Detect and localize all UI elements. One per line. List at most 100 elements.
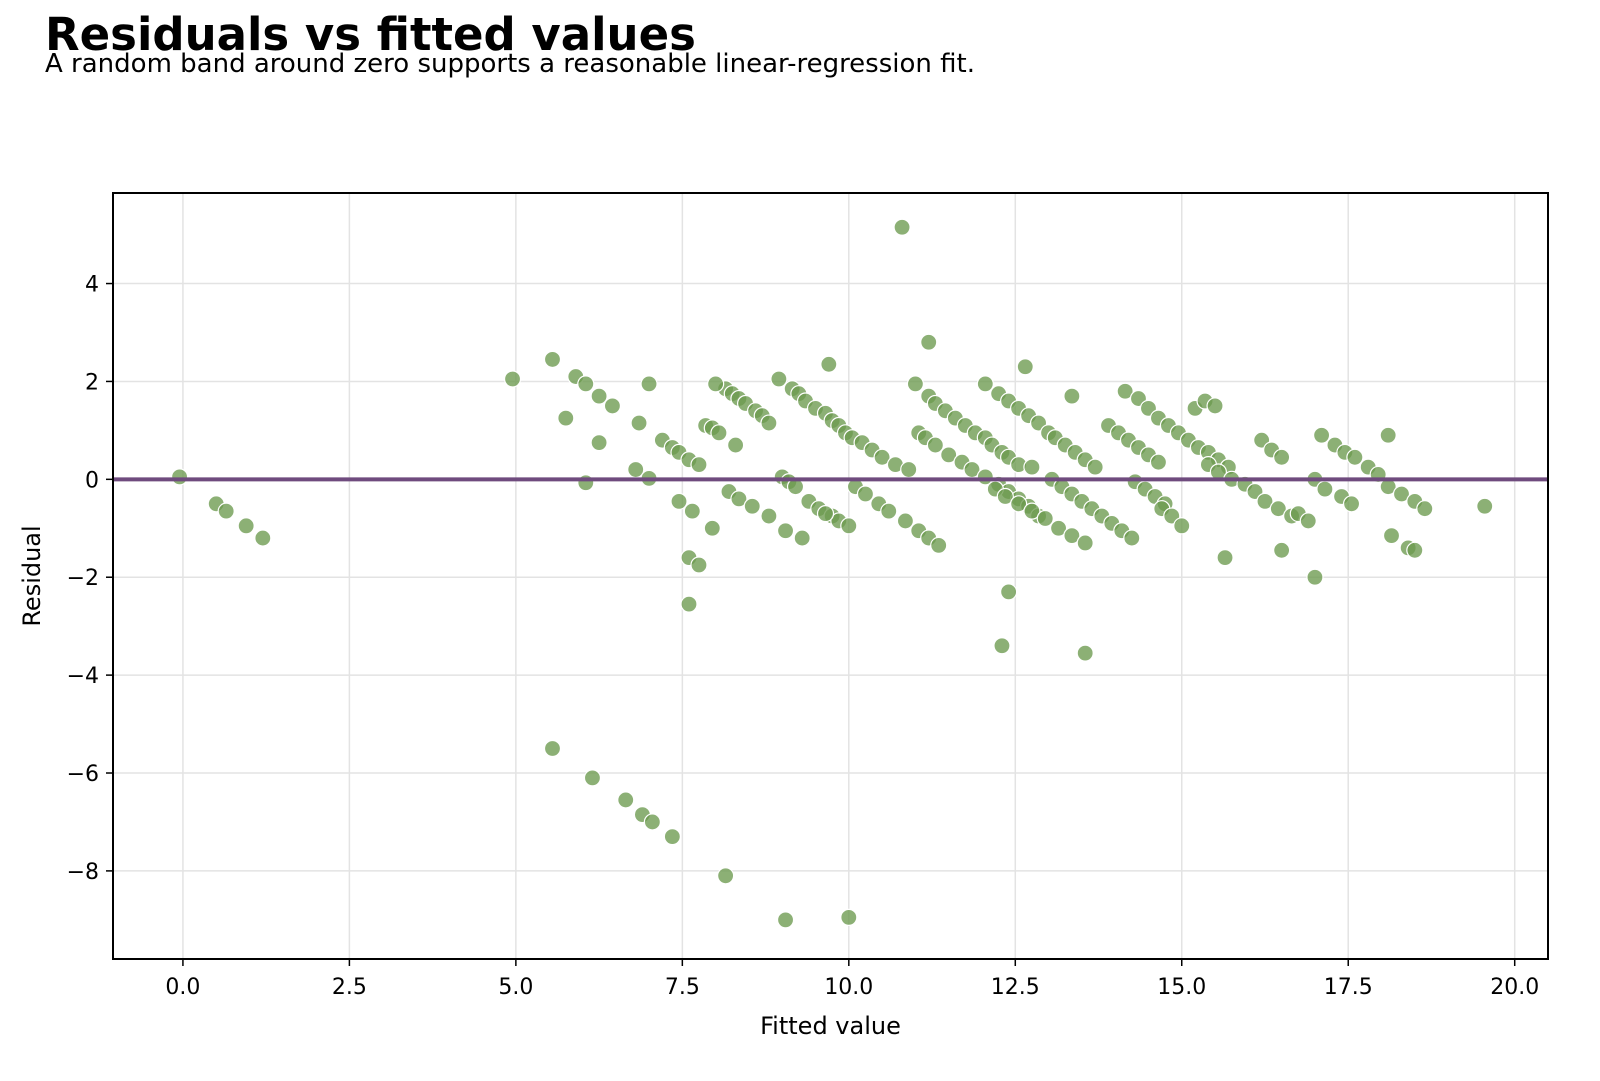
data-point bbox=[590, 434, 608, 452]
y-axis-label: Residual bbox=[18, 525, 46, 626]
data-point bbox=[603, 397, 622, 415]
data-point bbox=[543, 350, 562, 369]
data-point bbox=[1316, 480, 1334, 498]
data-point bbox=[1063, 527, 1081, 545]
data-point bbox=[727, 436, 745, 454]
chart-subtitle: A random band around zero supports a rea… bbox=[45, 49, 975, 79]
data-point bbox=[1036, 509, 1054, 528]
data-point bbox=[770, 370, 788, 388]
y-axis-ticks: −8 −6 −4 −2 0 2 4 bbox=[67, 273, 113, 885]
data-point bbox=[896, 512, 915, 530]
data-points bbox=[170, 218, 1494, 929]
data-point bbox=[873, 448, 891, 466]
data-point bbox=[1342, 495, 1361, 513]
data-point bbox=[1023, 458, 1041, 476]
data-point bbox=[840, 517, 858, 535]
y-tick-label: 0 bbox=[85, 468, 99, 493]
data-point bbox=[690, 456, 708, 474]
data-point bbox=[880, 502, 898, 520]
data-point bbox=[583, 769, 602, 787]
data-point bbox=[663, 828, 681, 846]
data-point bbox=[703, 519, 721, 537]
data-point bbox=[930, 536, 948, 555]
data-point bbox=[776, 522, 795, 540]
data-point bbox=[856, 485, 875, 503]
data-point bbox=[1392, 485, 1411, 503]
data-point bbox=[577, 474, 595, 492]
y-tick-label: 2 bbox=[85, 370, 99, 395]
data-point bbox=[717, 867, 735, 885]
data-point bbox=[1023, 502, 1041, 520]
data-point bbox=[590, 387, 608, 405]
data-point bbox=[1476, 497, 1494, 515]
data-point bbox=[1379, 426, 1397, 444]
x-axis-ticks: 0.0 2.5 5.0 7.5 10.0 12.5 15.0 17.5 20.0 bbox=[165, 959, 1539, 1000]
data-point bbox=[1312, 426, 1331, 444]
data-point bbox=[760, 507, 778, 525]
data-point bbox=[1000, 583, 1018, 601]
data-point bbox=[900, 460, 918, 479]
y-tick-label: −8 bbox=[67, 860, 99, 885]
data-point bbox=[926, 436, 944, 454]
data-point bbox=[940, 446, 958, 464]
data-point bbox=[1273, 541, 1291, 559]
data-point bbox=[237, 517, 255, 535]
data-point bbox=[1206, 397, 1224, 415]
grid-lines bbox=[113, 193, 1548, 959]
data-point bbox=[640, 375, 658, 393]
data-point bbox=[683, 502, 701, 520]
data-point bbox=[1273, 448, 1291, 466]
data-point bbox=[690, 556, 708, 574]
data-point bbox=[707, 375, 725, 393]
data-point bbox=[577, 375, 595, 393]
y-tick-label: −4 bbox=[67, 664, 99, 689]
data-point bbox=[254, 529, 272, 547]
data-point bbox=[1216, 549, 1234, 567]
data-point bbox=[760, 414, 778, 432]
data-point bbox=[617, 791, 635, 809]
data-point bbox=[730, 490, 748, 508]
data-point bbox=[1416, 500, 1434, 518]
data-point bbox=[1149, 453, 1168, 471]
data-point bbox=[170, 468, 189, 486]
y-tick-label: −6 bbox=[67, 762, 99, 787]
x-tick-label: 7.5 bbox=[665, 975, 700, 1000]
data-point bbox=[1299, 512, 1317, 530]
data-point bbox=[1010, 495, 1028, 513]
data-point bbox=[1063, 387, 1081, 405]
data-point bbox=[217, 502, 235, 520]
data-point bbox=[993, 637, 1011, 655]
x-tick-label: 5.0 bbox=[498, 975, 533, 1000]
data-point bbox=[816, 504, 835, 523]
data-point bbox=[643, 813, 661, 831]
data-point bbox=[1116, 382, 1134, 400]
x-tick-label: 0.0 bbox=[165, 975, 200, 1000]
data-point bbox=[1123, 529, 1141, 547]
data-point bbox=[710, 424, 728, 442]
data-point bbox=[840, 908, 858, 926]
data-point bbox=[1049, 519, 1068, 537]
plot-frame bbox=[112, 192, 1549, 960]
y-tick-label: −2 bbox=[67, 566, 99, 591]
data-point bbox=[1173, 517, 1191, 535]
data-point bbox=[793, 529, 811, 547]
data-point bbox=[893, 218, 911, 236]
data-point bbox=[996, 487, 1014, 506]
data-point bbox=[743, 497, 761, 515]
data-point bbox=[1346, 448, 1364, 466]
x-axis-label: Fitted value bbox=[760, 1012, 901, 1040]
data-point bbox=[1016, 358, 1034, 376]
data-point bbox=[503, 370, 522, 388]
x-tick-label: 12.5 bbox=[991, 975, 1040, 1000]
data-point bbox=[680, 595, 698, 613]
data-point bbox=[543, 739, 562, 758]
data-point bbox=[1382, 527, 1401, 545]
data-point bbox=[1086, 458, 1104, 476]
data-point bbox=[1256, 492, 1274, 510]
data-point bbox=[1076, 534, 1094, 552]
data-point bbox=[920, 333, 938, 351]
x-tick-label: 20.0 bbox=[1490, 975, 1539, 1000]
data-point bbox=[1269, 500, 1287, 518]
x-tick-label: 17.5 bbox=[1324, 975, 1373, 1000]
